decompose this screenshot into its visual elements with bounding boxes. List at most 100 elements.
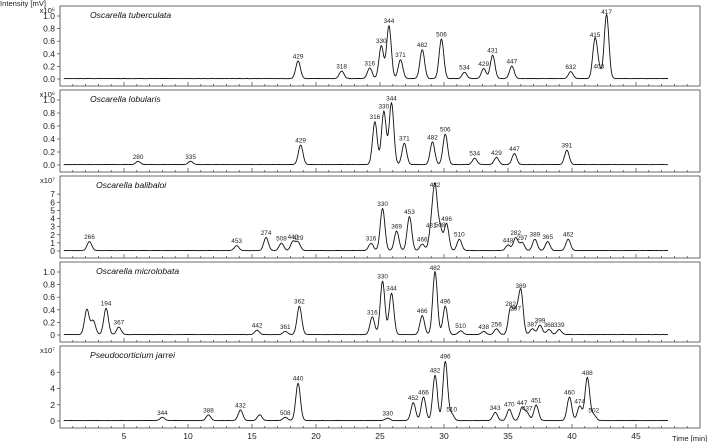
y-tick-label: 0.4 (43, 305, 55, 315)
y-tick-label: 1.0 (43, 95, 55, 105)
peak-label: 266 (84, 234, 95, 241)
peak-label: 508 (435, 222, 446, 229)
peak-label: 316 (366, 236, 377, 243)
peak-label: 368 (544, 322, 555, 329)
peak-label: 339 (554, 322, 565, 329)
peak-label: 482 (427, 134, 438, 141)
peak-label: 330 (382, 411, 393, 418)
peak-label: 451 (531, 398, 542, 405)
peak-label: 442 (252, 323, 263, 330)
x-tick-label: 25 (375, 431, 385, 441)
y-exponent-label: x10⁶ (40, 6, 55, 15)
peak-label: 447 (507, 58, 518, 65)
peak-label: 388 (203, 407, 214, 414)
peak-label: 437 (522, 406, 533, 413)
y-tick-label: 0.2 (43, 61, 55, 71)
peak-label: 365 (542, 234, 553, 241)
y-tick-label: 0.6 (43, 36, 55, 46)
y-tick-label: 5 (50, 205, 55, 215)
y-tick-label: 0.8 (43, 24, 55, 34)
peak-label: 510 (455, 323, 466, 330)
y-tick-label: 0.6 (43, 121, 55, 131)
y-tick-label: 0.8 (43, 280, 55, 290)
peak-label: 438 (478, 324, 489, 331)
peak-label: 330 (377, 273, 388, 280)
peak-label: 415 (590, 32, 601, 39)
peak-label: 344 (386, 95, 397, 102)
peak-label: 343 (490, 405, 501, 412)
y-tick-label: 2 (50, 230, 55, 240)
peak-label: 344 (157, 410, 168, 417)
y-tick-label: 0.4 (43, 134, 55, 144)
peak-label: 282 (510, 230, 521, 237)
peak-label: 534 (459, 65, 470, 72)
peak-label: 318 (336, 63, 347, 70)
peak-label: 453 (231, 238, 242, 245)
trace-line (63, 182, 668, 252)
y-tick-label: 1 (50, 238, 55, 248)
peak-label: 502 (588, 407, 599, 414)
peak-label: 316 (370, 114, 381, 121)
peak-label: 510 (454, 232, 465, 239)
panel-title: Oscarella tuberculata (90, 10, 171, 20)
y-tick-label: 0.2 (43, 317, 55, 327)
y-tick-label: 2 (50, 400, 55, 410)
peak-label: 496 (440, 354, 451, 361)
peak-label: 344 (384, 18, 395, 25)
y-tick-label: 0.8 (43, 108, 55, 118)
peak-label: 466 (418, 389, 429, 396)
peak-label: 330 (379, 104, 390, 111)
x-tick-label: 30 (439, 431, 449, 441)
y-tick-label: 1.0 (43, 267, 55, 277)
labels-layer: Intensity [mV] Time [min] 0.0 0.2 0.4 0.6 0.… (0, 0, 707, 443)
peak-label: 344 (386, 285, 397, 292)
y-tick-label: 0.6 (43, 292, 55, 302)
x-tick-label: 5 (122, 431, 127, 441)
peak-label: 482 (417, 42, 428, 49)
x-axis-title: Time [min] (672, 434, 707, 442)
peak-label: 297 (517, 235, 528, 242)
peak-label: 330 (376, 38, 387, 45)
peak-label: 466 (417, 308, 428, 315)
peak-label: 482 (430, 368, 441, 375)
y-tick-label: 6 (50, 197, 55, 207)
peak-label: 297 (510, 306, 521, 313)
y-exponent-label: x10⁶ (40, 90, 55, 99)
y-tick-label: 1.0 (43, 11, 55, 21)
x-tick-label: 35 (503, 431, 513, 441)
peak-label: 506 (436, 31, 447, 38)
peak-label: 417 (601, 9, 612, 16)
y-tick-label: 0 (50, 416, 55, 426)
peak-label: 391 (562, 143, 573, 150)
peak-label: 508 (280, 410, 291, 417)
peak-label: 369 (391, 224, 402, 231)
peak-label: 470 (504, 402, 515, 409)
panel-title: Pseudocorticium jarrei (90, 350, 176, 360)
panel-title: Oscarella lobularis (90, 94, 161, 104)
y-tick-label: 0.0 (43, 74, 55, 84)
trace-line (63, 102, 669, 166)
y-tick-label: 4 (50, 384, 55, 394)
peak-label: 429 (295, 138, 306, 145)
peak-label: 330 (377, 201, 388, 208)
peak-label: 488 (582, 370, 593, 377)
y-tick-label: 4 (50, 214, 55, 224)
peak-label: 431 (487, 48, 498, 55)
peak-label: 194 (101, 301, 112, 308)
peak-label: 256 (491, 321, 502, 328)
peak-label: 316 (364, 60, 375, 67)
peak-label: 403 (594, 63, 605, 70)
peak-label: 389 (530, 232, 541, 239)
peak-label: 335 (185, 154, 196, 161)
peak-label: 371 (395, 52, 406, 59)
x-tick-label: 20 (311, 431, 321, 441)
peak-label: 429 (491, 150, 502, 157)
peak-label: 280 (133, 154, 144, 161)
y-tick-label: 7 (50, 189, 55, 199)
y-tick-label: 0 (50, 246, 55, 256)
peak-label: 466 (417, 237, 428, 244)
traces-layer (63, 13, 669, 422)
peak-label: 448 (503, 237, 514, 244)
peak-label: 460 (564, 389, 575, 396)
